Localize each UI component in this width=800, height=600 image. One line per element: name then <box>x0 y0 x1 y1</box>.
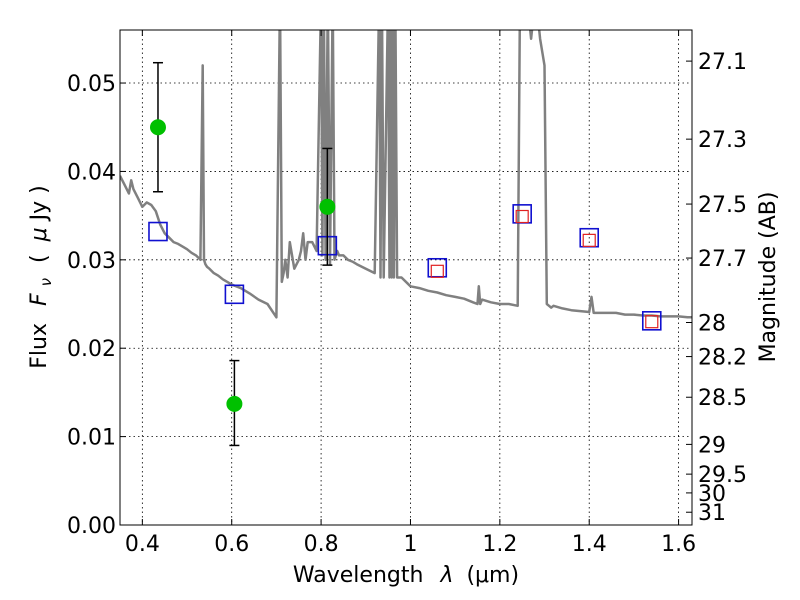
x-tick-label: 1 <box>403 532 417 557</box>
y-tick-label: 0.00 <box>67 514 116 539</box>
x-tick-label: 0.6 <box>214 532 249 557</box>
y-tick-label: 0.05 <box>67 72 116 97</box>
y-tick-label: 0.02 <box>67 337 116 362</box>
grid <box>120 30 692 526</box>
model-sed-line <box>120 30 692 319</box>
predicted-photometry-square <box>430 264 444 278</box>
predicted-photometry-square <box>582 233 596 247</box>
magnitude-tick-label: 28.5 <box>698 386 747 411</box>
y-axis-ticks: 0.00 0.01 0.02 0.03 0.04 0.05 <box>67 72 126 539</box>
magnitude-tick-label: 31 <box>698 501 726 526</box>
observed-flux-markers <box>149 61 336 447</box>
x-tick-label: 1.6 <box>661 532 696 557</box>
observed-flux-point <box>319 198 336 215</box>
magnitude-tick-label: 27.5 <box>698 193 747 218</box>
observed-flux-point <box>226 395 243 412</box>
model-photometry-square <box>224 284 245 305</box>
magnitude-tick-label: 29 <box>698 433 726 458</box>
y-tick-label: 0.01 <box>67 426 116 451</box>
plot-area <box>120 30 692 525</box>
predicted-photometry-markers <box>430 209 659 329</box>
observed-flux-point <box>149 119 166 136</box>
predicted-photometry-square <box>645 315 659 329</box>
predicted-photometry-square <box>515 209 529 224</box>
model-photometry-square <box>641 311 662 331</box>
magnitude-tick-label: 27.7 <box>698 247 747 272</box>
magnitude-tick-label: 28 <box>698 312 726 337</box>
x-tick-label: 1.2 <box>482 532 517 557</box>
x-tick-label: 0.8 <box>304 532 339 557</box>
x-axis-label: Wavelength λ (μm) <box>293 563 519 588</box>
magnitude-tick-label: 29.5 <box>698 463 747 488</box>
x-axis-ticks: 0.4 0.6 0.8 1 1.2 1.4 1.6 <box>125 30 696 557</box>
plot-frame <box>119 29 693 526</box>
y-axis-label: Flux F ν ( μ Jy ) <box>27 185 57 368</box>
magnitude-tick-label: 27.3 <box>698 128 747 153</box>
magnitude-tick-label: 30 <box>698 482 726 507</box>
y-tick-label: 0.03 <box>67 249 116 274</box>
model-photometry-square <box>148 221 168 242</box>
magnitude-tick-label: 27.1 <box>698 50 747 75</box>
magnitude-tick-label: 28.2 <box>698 346 747 371</box>
y-tick-label: 0.04 <box>67 160 116 185</box>
x-tick-label: 0.4 <box>125 532 160 557</box>
x-tick-label: 1.4 <box>572 532 607 557</box>
magnitude-axis-label: Magnitude (AB) <box>756 192 781 363</box>
